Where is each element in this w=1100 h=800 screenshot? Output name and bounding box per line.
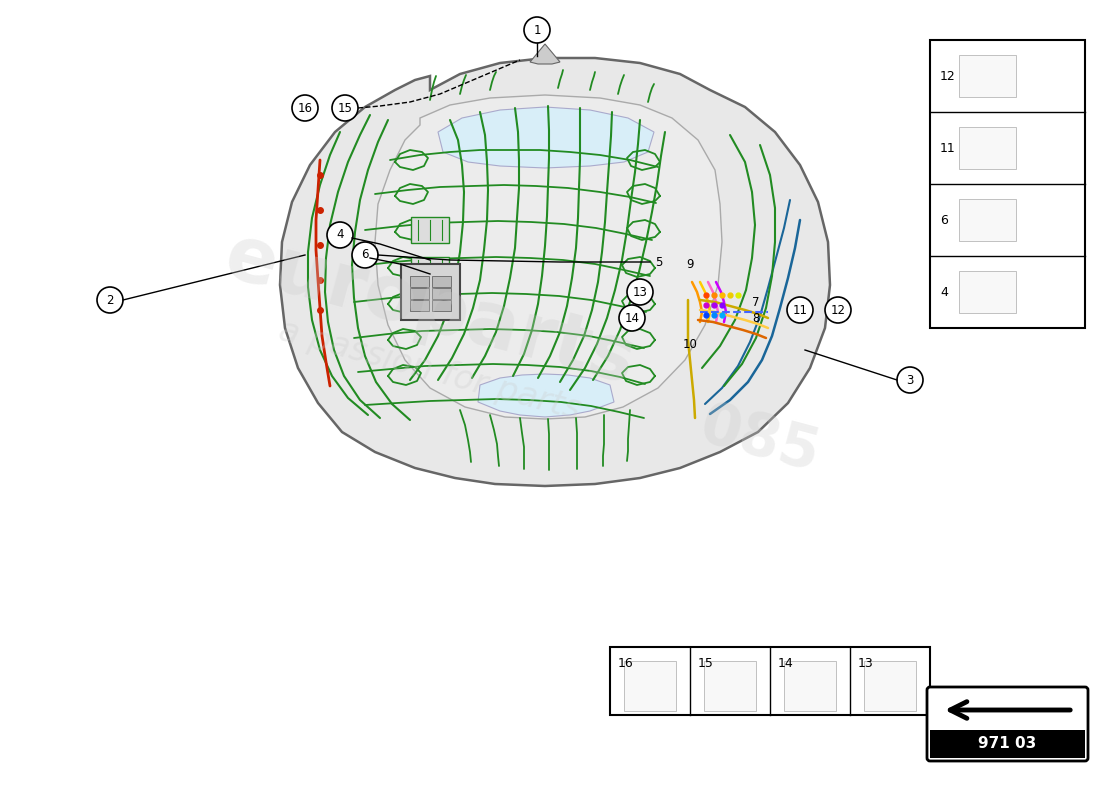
Text: 6: 6 [361,249,368,262]
FancyBboxPatch shape [864,661,916,711]
Circle shape [352,242,378,268]
Polygon shape [375,95,722,419]
FancyBboxPatch shape [431,299,451,310]
Text: 2: 2 [107,294,113,306]
Text: 971 03: 971 03 [978,737,1036,751]
FancyBboxPatch shape [959,199,1016,241]
FancyBboxPatch shape [409,275,429,286]
Text: 8: 8 [752,311,760,325]
Text: 1: 1 [534,23,541,37]
Text: 6: 6 [940,214,948,226]
Circle shape [627,279,653,305]
FancyBboxPatch shape [784,661,836,711]
Circle shape [97,287,123,313]
Text: 11: 11 [940,142,956,154]
FancyBboxPatch shape [930,730,1085,758]
Text: 5: 5 [654,255,662,269]
FancyBboxPatch shape [431,275,451,286]
Circle shape [825,297,851,323]
Text: 15: 15 [698,657,714,670]
Text: 12: 12 [940,70,956,82]
Text: 085: 085 [694,397,826,483]
Circle shape [786,297,813,323]
FancyBboxPatch shape [930,40,1085,328]
Polygon shape [478,374,614,417]
FancyBboxPatch shape [411,217,449,243]
FancyBboxPatch shape [402,264,460,320]
Text: europarts: europarts [217,220,644,400]
Text: 4: 4 [337,229,343,242]
FancyBboxPatch shape [624,661,676,711]
FancyBboxPatch shape [409,299,429,310]
FancyBboxPatch shape [927,687,1088,761]
Text: 9: 9 [686,258,694,270]
FancyBboxPatch shape [959,55,1016,97]
FancyBboxPatch shape [411,293,449,319]
Text: a passion for parts: a passion for parts [275,314,584,426]
Text: 16: 16 [618,657,634,670]
Polygon shape [280,58,830,486]
FancyBboxPatch shape [411,257,449,283]
Polygon shape [530,44,560,64]
FancyBboxPatch shape [409,287,429,298]
FancyBboxPatch shape [959,127,1016,169]
Text: 11: 11 [792,303,807,317]
Circle shape [292,95,318,121]
Text: 7: 7 [752,295,760,309]
Circle shape [332,95,358,121]
Text: 13: 13 [858,657,873,670]
FancyBboxPatch shape [704,661,756,711]
Text: 14: 14 [625,311,639,325]
Circle shape [896,367,923,393]
Text: 15: 15 [338,102,352,114]
FancyBboxPatch shape [431,287,451,298]
Text: 16: 16 [297,102,312,114]
Text: 14: 14 [778,657,794,670]
FancyBboxPatch shape [610,647,930,715]
Circle shape [619,305,645,331]
Text: 4: 4 [940,286,948,298]
Circle shape [327,222,353,248]
Text: 3: 3 [906,374,914,386]
FancyBboxPatch shape [959,271,1016,313]
Text: 13: 13 [632,286,648,298]
Text: 10: 10 [683,338,697,351]
Polygon shape [438,107,654,168]
Text: 12: 12 [830,303,846,317]
Circle shape [524,17,550,43]
